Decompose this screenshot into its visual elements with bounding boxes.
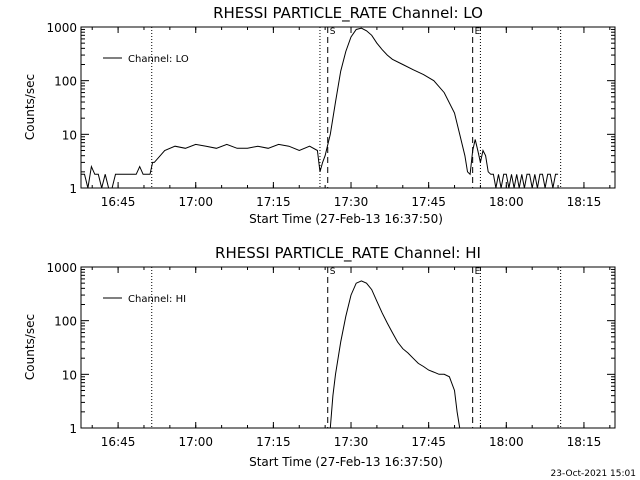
footer-stamp: 23-Oct-2021 15:01 [551, 469, 636, 479]
marker-label: E [475, 27, 481, 37]
y-tick-label: 1 [69, 182, 77, 196]
x-tick-label: 17:00 [178, 195, 213, 209]
x-tick-label: 17:45 [411, 195, 446, 209]
x-tick-label: 16:45 [101, 195, 136, 209]
x-tick-label: 17:00 [178, 435, 213, 449]
y-tick-label: 1000 [46, 21, 77, 35]
marker-label: S [330, 267, 336, 277]
series-line [81, 27, 559, 189]
y-tick-label: 1000 [46, 261, 77, 275]
x-tick-label: 18:15 [567, 195, 602, 209]
chart-title: RHESSI PARTICLE_RATE Channel: HI [215, 244, 481, 263]
x-tick-label: 17:15 [256, 195, 291, 209]
y-tick-label: 10 [62, 128, 77, 142]
x-axis-label: Start Time (27-Feb-13 16:37:50) [249, 212, 443, 226]
x-tick-label: 18:15 [567, 435, 602, 449]
marker-label: S [330, 27, 336, 37]
plot-frame [80, 266, 616, 429]
legend-label: Channel: HI [128, 294, 186, 305]
x-tick-label: 17:45 [411, 435, 446, 449]
y-axis-label: Counts/sec [23, 74, 37, 140]
x-tick-label: 18:00 [489, 195, 524, 209]
x-tick-label: 17:15 [256, 435, 291, 449]
marker-label: E [475, 267, 481, 277]
x-tick-label: 17:30 [334, 435, 369, 449]
y-tick-label: 10 [62, 368, 77, 382]
x-tick-label: 16:45 [101, 435, 136, 449]
y-tick-label: 100 [54, 75, 77, 89]
y-tick-label: 100 [54, 315, 77, 329]
y-axis-label: Counts/sec [23, 314, 37, 380]
x-tick-label: 18:00 [489, 435, 524, 449]
series-line [329, 280, 461, 429]
y-tick-label: 1 [69, 422, 77, 436]
plot-frame [80, 26, 616, 189]
legend-label: Channel: LO [128, 54, 189, 65]
x-tick-label: 17:30 [334, 195, 369, 209]
x-axis-label: Start Time (27-Feb-13 16:37:50) [249, 455, 443, 469]
chart-title: RHESSI PARTICLE_RATE Channel: LO [213, 4, 483, 23]
